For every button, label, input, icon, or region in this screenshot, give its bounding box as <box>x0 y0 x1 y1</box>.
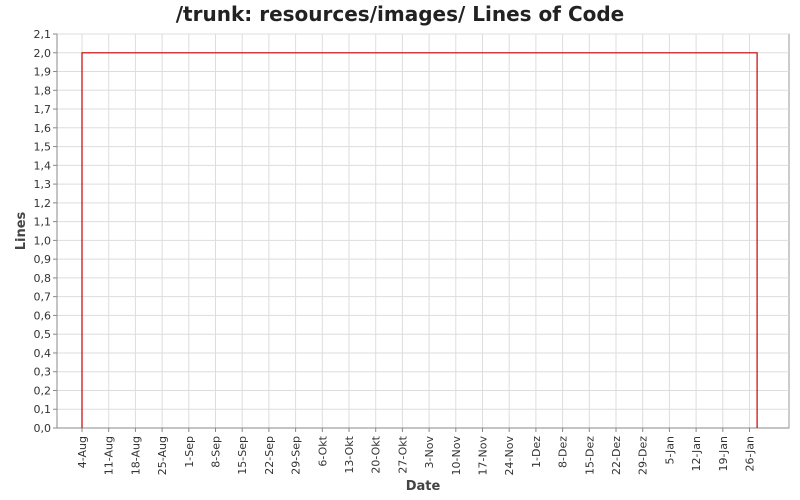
x-tick-label: 27-Okt <box>396 435 409 473</box>
x-axis: 4-Aug 11-Aug 18-Aug 25-Aug 1-Sep 8-Sep 15-Sep 2… <box>57 427 789 476</box>
x-tick-label: 10-Nov <box>450 436 463 476</box>
x-tick-label: 22-Sep <box>263 436 276 475</box>
y-tick-label: 0,5 <box>34 328 52 341</box>
y-tick-label: 0,1 <box>34 403 52 416</box>
chart-title: /trunk: resources/images/ Lines of Code <box>175 2 625 26</box>
x-tick-label: 6-Okt <box>316 435 329 466</box>
plot-area <box>56 33 790 429</box>
x-tick-label: 20-Okt <box>370 435 383 473</box>
y-tick-label: 0,3 <box>34 366 52 379</box>
y-axis-title: Lines <box>14 211 29 250</box>
y-tick-label: 1,7 <box>34 103 52 116</box>
y-tick-label: 0,9 <box>34 253 52 266</box>
y-tick-label: 1,0 <box>34 234 52 247</box>
y-tick-label: 1,6 <box>34 122 52 135</box>
series-line <box>81 52 758 428</box>
x-tick-label: 4-Aug <box>76 436 89 468</box>
x-tick-label: 8-Sep <box>210 436 223 468</box>
x-tick-label: 15-Dez <box>583 436 596 475</box>
y-tick-label: 0,0 <box>34 422 52 435</box>
x-tick-label: 29-Dez <box>637 436 650 475</box>
x-tick-label: 15-Sep <box>236 436 249 475</box>
x-tick-label: 26-Jan <box>744 436 757 472</box>
x-tick-label: 24-Nov <box>503 436 516 476</box>
y-tick-label: 0,7 <box>34 291 52 304</box>
y-tick-label: 0,4 <box>34 347 52 360</box>
x-tick-label: 19-Jan <box>717 436 730 472</box>
y-tick-label: 2,0 <box>34 47 52 60</box>
y-tick-label: 0,8 <box>34 272 52 285</box>
y-tick-label: 0,6 <box>34 309 52 322</box>
x-tick-label: 25-Aug <box>156 436 169 475</box>
x-tick-label: 18-Aug <box>129 436 142 475</box>
y-tick-label: 1,2 <box>34 197 52 210</box>
y-tick-label: 1,1 <box>34 216 52 229</box>
y-tick-label: 1,4 <box>34 159 52 172</box>
y-tick-label: 1,8 <box>34 84 52 97</box>
x-tick-label: 13-Okt <box>343 435 356 473</box>
x-tick-label: 8-Dez <box>557 436 570 468</box>
x-tick-label: 12-Jan <box>690 436 703 472</box>
y-tick-label: 1,9 <box>34 66 52 79</box>
x-tick-label: 1-Dez <box>530 436 543 468</box>
y-tick-label: 1,3 <box>34 178 52 191</box>
x-tick-label: 5-Jan <box>663 436 676 465</box>
x-tick-label: 29-Sep <box>290 436 303 475</box>
x-tick-label: 1-Sep <box>183 436 196 468</box>
y-tick-label: 0,2 <box>34 384 52 397</box>
x-tick-label: 11-Aug <box>103 436 116 475</box>
y-axis: 0,0 0,1 0,2 0,3 0,4 0,5 0,6 0,7 0,8 0,9 1,0 1,1 1,2 1… <box>34 28 58 435</box>
x-axis-title: Date <box>406 479 441 494</box>
y-tick-label: 1,5 <box>34 141 52 154</box>
x-tick-label: 17-Nov <box>477 436 490 476</box>
x-tick-label: 22-Dez <box>610 436 623 475</box>
series-layer <box>81 52 758 428</box>
gridlines <box>57 33 789 429</box>
x-tick-label: 3-Nov <box>423 436 436 469</box>
y-tick-label: 2,1 <box>34 28 52 41</box>
